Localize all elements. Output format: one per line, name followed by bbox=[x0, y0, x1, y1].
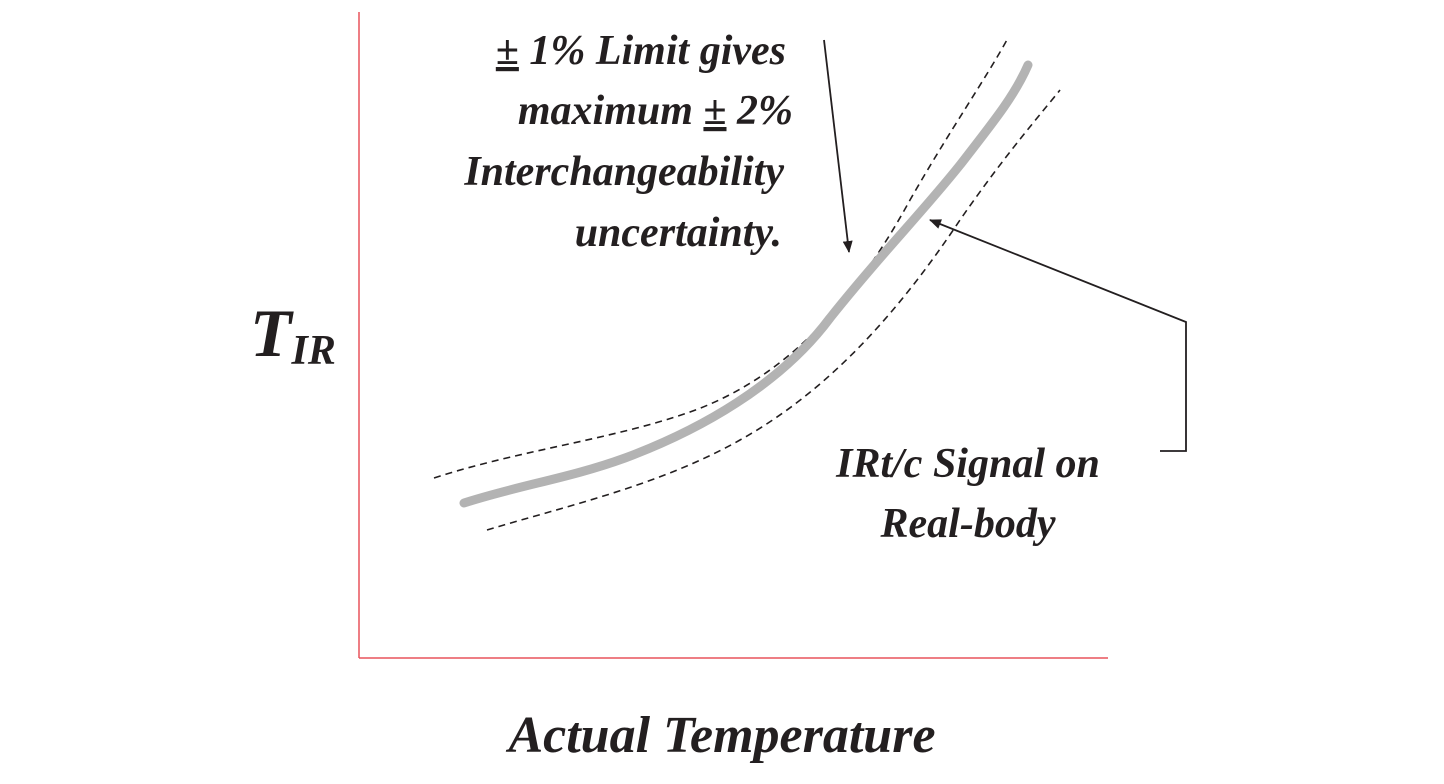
signal-annotation-line-1: IRt/c Signal on bbox=[835, 441, 1100, 487]
limit-annotation-line-4: uncertainty. bbox=[575, 210, 782, 256]
limit-annotation-line-3: Interchangeability bbox=[463, 149, 784, 195]
limit-annotation-line-1: ± 1% Limit gives bbox=[496, 28, 786, 74]
y-axis-label: TIR bbox=[250, 295, 336, 374]
upper-limit-curve bbox=[433, 37, 1009, 479]
signal-annotation-leader bbox=[929, 219, 1187, 452]
limit-annotation-line-2: maximum ± 2% bbox=[518, 88, 793, 134]
plus-minus-symbol: ± bbox=[703, 88, 726, 134]
signal-curve bbox=[459, 60, 1033, 508]
limit-annotation-arrow bbox=[823, 39, 853, 253]
signal-annotation: IRt/c Signal on Real-body bbox=[835, 441, 1100, 547]
signal-annotation-line-2: Real-body bbox=[880, 501, 1056, 547]
plus-minus-symbol: ± bbox=[496, 28, 519, 74]
lower-limit-curve bbox=[486, 89, 1061, 531]
limit-annotation: ± 1% Limit gives maximum ± 2% Interchang… bbox=[463, 28, 793, 256]
y-axis-label-subscript: IR bbox=[291, 328, 336, 374]
y-axis-label-main: T bbox=[250, 295, 294, 371]
x-axis-label: Actual Temperature bbox=[505, 707, 935, 764]
